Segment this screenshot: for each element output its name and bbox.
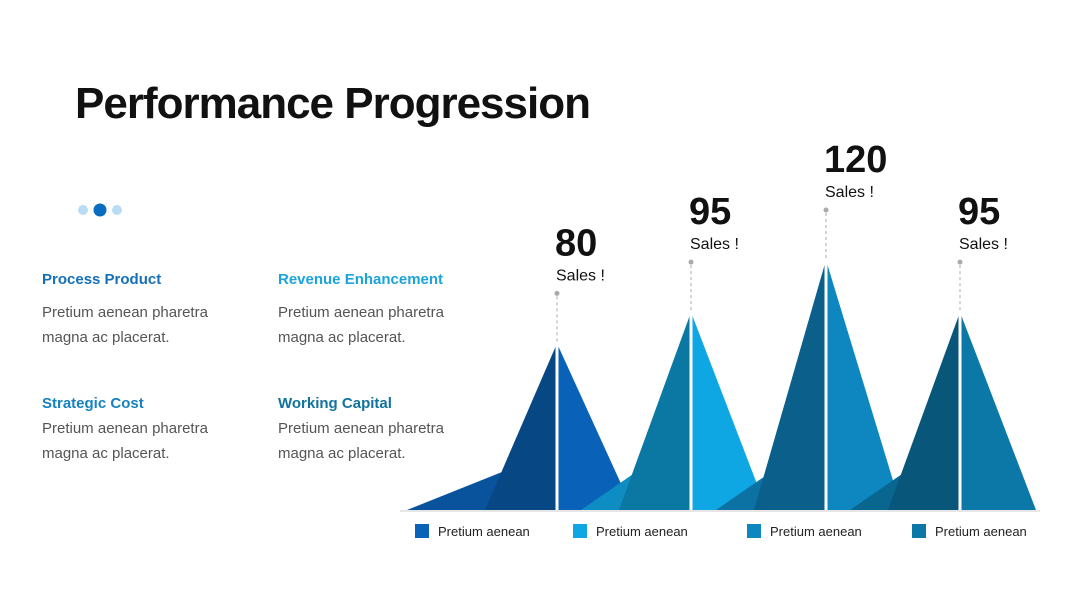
item-text: Pretium aenean pharetra xyxy=(42,304,209,321)
pyramid-left xyxy=(754,260,826,510)
value-label: 120 xyxy=(824,139,887,181)
annotation: Sales ! xyxy=(690,236,739,253)
annotation: Sales ! xyxy=(825,184,874,201)
dot xyxy=(93,203,107,217)
legend-swatch xyxy=(573,524,587,538)
pyramid-right xyxy=(691,312,767,510)
legend-swatch xyxy=(747,524,761,538)
legend-swatch xyxy=(912,524,926,538)
item-text: magna ac placerat. xyxy=(278,329,406,346)
value-label: 95 xyxy=(958,191,1000,233)
item-heading: Strategic Cost xyxy=(42,395,144,412)
pyramid-left xyxy=(485,343,557,510)
item-text: magna ac placerat. xyxy=(42,329,170,346)
annotation: Sales ! xyxy=(556,267,605,284)
item-heading: Working Capital xyxy=(278,395,392,412)
dot xyxy=(112,205,122,215)
legend-label: Pretium aenean xyxy=(438,524,530,539)
value-label: 80 xyxy=(555,222,597,264)
slide-title: Performance Progression xyxy=(75,79,590,128)
item-text: magna ac placerat. xyxy=(42,445,170,462)
leader-dot xyxy=(554,290,560,296)
pyramid-right xyxy=(960,312,1036,510)
leader-dot xyxy=(957,259,963,265)
pyramid-left xyxy=(888,312,960,510)
item-text: Pretium aenean pharetra xyxy=(42,420,209,437)
item-heading: Process Product xyxy=(42,271,161,288)
annotation: Sales ! xyxy=(959,236,1008,253)
item-text: magna ac placerat. xyxy=(278,445,406,462)
item-text: Pretium aenean pharetra xyxy=(278,420,445,437)
legend-label: Pretium aenean xyxy=(770,524,862,539)
value-label: 95 xyxy=(689,191,731,233)
dot xyxy=(78,205,88,215)
item-text: Pretium aenean pharetra xyxy=(278,304,445,321)
item-heading: Revenue Enhancement xyxy=(278,271,443,288)
legend-label: Pretium aenean xyxy=(935,524,1027,539)
pyramid-left xyxy=(619,312,691,510)
pyramid-right xyxy=(826,260,902,510)
pyramid-right xyxy=(557,343,633,510)
legend-label: Pretium aenean xyxy=(596,524,688,539)
legend-swatch xyxy=(415,524,429,538)
leader-dot xyxy=(823,207,829,213)
leader-dot xyxy=(688,259,694,265)
